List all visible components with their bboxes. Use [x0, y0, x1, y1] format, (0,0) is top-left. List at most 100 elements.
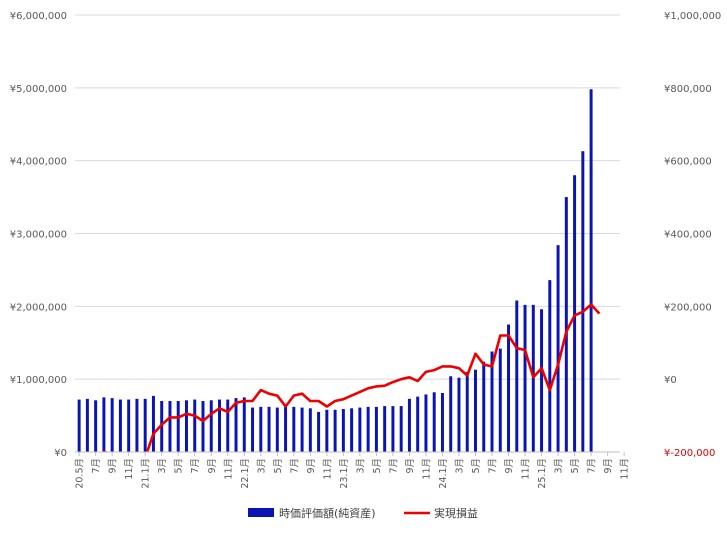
right-tick-label: ¥1,000,000	[664, 11, 721, 22]
x-axis: 20.5月 7月 9月 11月 21.1月 3月 5月 7月 9月 11月 22.1月 3月 5月 7月 9…	[75, 451, 631, 489]
bar	[234, 398, 238, 452]
bar	[573, 175, 577, 452]
bar	[581, 151, 585, 452]
legend-label: 時価評価額(純資産)	[279, 506, 376, 520]
bar	[325, 409, 329, 452]
bar	[300, 407, 304, 452]
bar	[548, 280, 552, 452]
x-tick-label: 11月	[223, 458, 234, 480]
bar	[407, 398, 411, 452]
x-tick-label: 5月	[570, 458, 581, 474]
bar	[523, 304, 527, 452]
bar	[292, 406, 296, 452]
bar	[490, 351, 494, 452]
x-tick-label: 3月	[455, 458, 466, 474]
bar	[424, 394, 428, 452]
bar	[193, 399, 197, 452]
bar	[341, 409, 345, 452]
bar	[168, 401, 172, 452]
x-tick-label: 7月	[388, 458, 399, 474]
bar-series	[77, 89, 593, 452]
bar	[135, 398, 139, 452]
x-tick-label: 9月	[108, 458, 119, 474]
bar	[440, 393, 444, 452]
bar	[259, 406, 263, 452]
bar	[482, 361, 486, 452]
bar	[267, 406, 271, 452]
x-tick-label: 23.1月	[339, 458, 350, 489]
bar	[474, 369, 477, 452]
bar	[85, 398, 89, 452]
x-tick-label: 5月	[174, 458, 185, 474]
right-tick-label: ¥600,000	[664, 157, 712, 168]
x-tick-label: 11月	[124, 458, 135, 480]
x-tick-label: 7月	[190, 458, 201, 474]
bar	[94, 400, 98, 452]
left-tick-label: ¥3,000,000	[10, 230, 67, 241]
bar	[118, 399, 122, 452]
bar	[284, 406, 288, 452]
bar	[465, 371, 469, 452]
bar	[358, 407, 362, 452]
bar	[416, 396, 420, 452]
x-tick-label: 22.1月	[240, 458, 251, 489]
gridlines	[75, 14, 620, 453]
x-tick-label: 9月	[504, 458, 515, 474]
bar	[102, 397, 106, 452]
line-series-path	[102, 303, 601, 452]
bar	[242, 397, 246, 452]
legend: 時価評価額(純資産) 実現損益	[248, 506, 478, 520]
left-tick-label: ¥1,000,000	[10, 375, 67, 386]
legend-swatch-bar	[248, 508, 274, 517]
bar	[143, 398, 147, 452]
line-series	[102, 303, 601, 452]
x-tick-label: 11月	[322, 458, 333, 480]
bar	[589, 89, 593, 452]
bar	[374, 406, 378, 452]
x-tick-label: 9月	[603, 458, 614, 474]
x-tick-label: 9月	[207, 458, 218, 474]
right-tick-label: ¥0	[664, 375, 677, 386]
bar	[110, 398, 114, 452]
bar	[350, 408, 354, 452]
x-tick-label: 11月	[421, 458, 432, 480]
bar	[275, 407, 279, 452]
bar	[201, 401, 205, 452]
bar	[151, 395, 155, 452]
bar	[540, 309, 544, 452]
bar	[399, 406, 403, 452]
bar	[556, 245, 560, 452]
x-tick-label: 3月	[157, 458, 168, 474]
x-tick-label: 11月	[620, 458, 631, 480]
x-tick-label: 9月	[405, 458, 416, 474]
right-tick-label: ¥400,000	[664, 230, 712, 241]
bar	[383, 406, 387, 452]
bar	[251, 407, 255, 452]
x-tick-label: 21.1月	[141, 458, 152, 489]
x-tick-label: 5月	[471, 458, 482, 474]
x-tick-label: 3月	[355, 458, 366, 474]
left-y-axis: ¥0 ¥1,000,000 ¥2,000,000 ¥3,000,000 ¥4,000,0…	[10, 11, 67, 459]
right-y-axis: ¥-200,000 ¥0 ¥200,000 ¥400,000 ¥600,000 ¥800,…	[664, 11, 721, 459]
bar	[77, 399, 81, 452]
bar	[317, 411, 321, 452]
bar	[176, 401, 180, 452]
right-tick-label: ¥800,000	[664, 84, 712, 95]
left-tick-label: ¥2,000,000	[10, 302, 67, 313]
bar	[432, 392, 436, 452]
bar	[498, 348, 502, 452]
bar	[515, 300, 519, 452]
x-tick-label: 7月	[91, 458, 102, 474]
x-tick-label: 3月	[554, 458, 565, 474]
bar	[226, 399, 230, 452]
x-tick-label: 11月	[521, 458, 532, 480]
bar	[507, 324, 511, 452]
x-tick-label: 5月	[372, 458, 383, 474]
x-tick-label: 25.1月	[537, 458, 548, 489]
x-tick-label: 24.1月	[438, 458, 449, 489]
bar	[391, 406, 395, 452]
bar	[449, 376, 453, 452]
bar	[127, 399, 131, 452]
bar	[366, 406, 370, 452]
